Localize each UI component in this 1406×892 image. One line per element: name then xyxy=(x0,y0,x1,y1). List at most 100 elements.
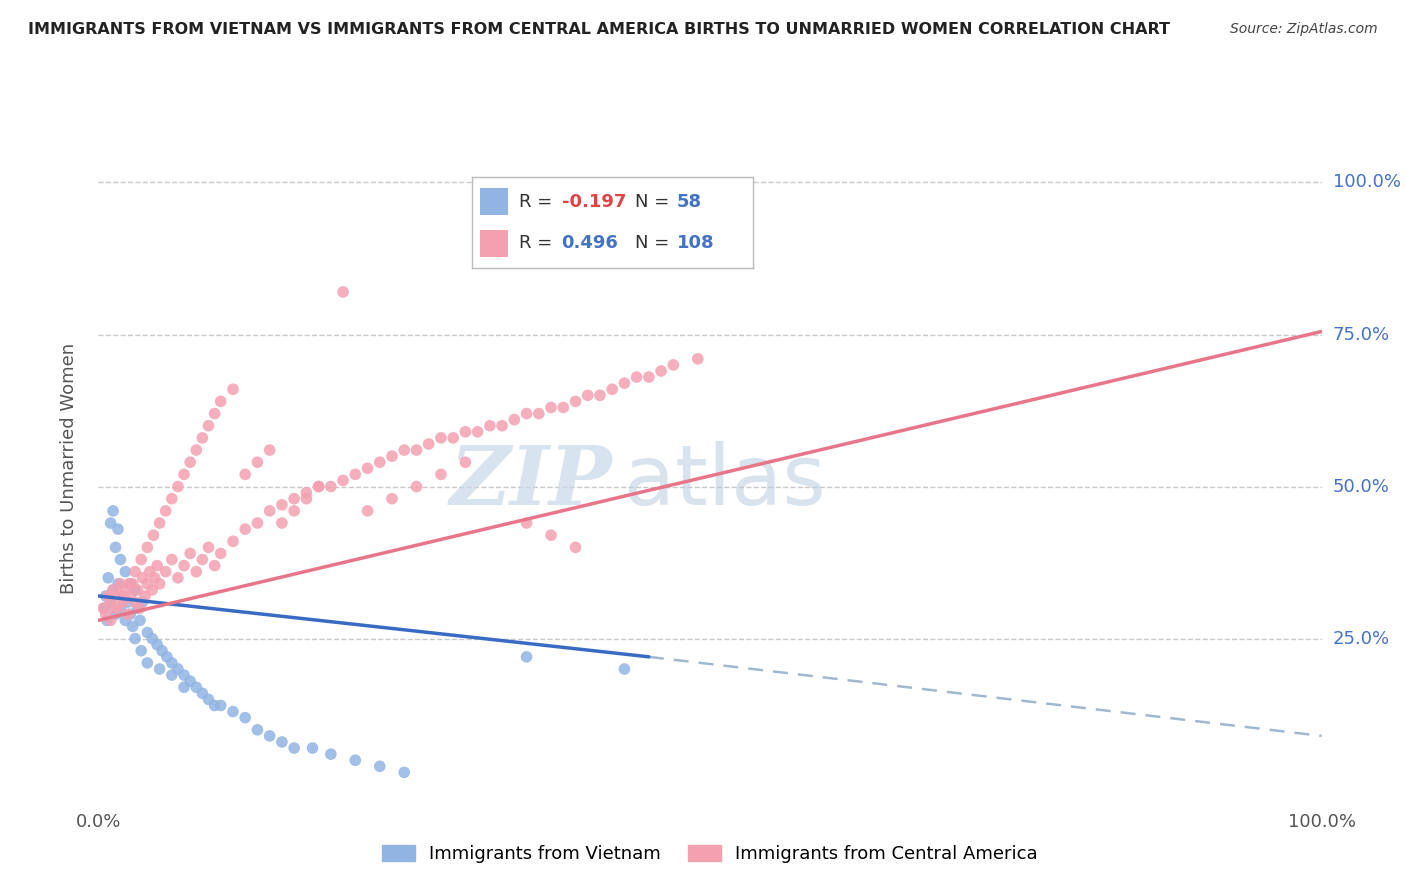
Point xyxy=(686,351,709,366)
Point xyxy=(114,565,136,579)
Point xyxy=(134,589,156,603)
Text: Source: ZipAtlas.com: Source: ZipAtlas.com xyxy=(1230,22,1378,37)
Point xyxy=(179,455,201,469)
Y-axis label: Births to Unmarried Women: Births to Unmarried Women xyxy=(59,343,77,594)
Point xyxy=(129,601,152,615)
Point xyxy=(540,401,562,415)
Text: 108: 108 xyxy=(676,235,714,252)
Point xyxy=(131,571,153,585)
Point xyxy=(129,552,152,566)
Point xyxy=(120,577,142,591)
Point xyxy=(105,601,128,615)
Point xyxy=(107,577,129,591)
Point xyxy=(564,394,586,409)
Text: 58: 58 xyxy=(676,193,702,211)
Point xyxy=(127,601,149,615)
Point xyxy=(131,595,153,609)
Point xyxy=(246,455,269,469)
Point xyxy=(527,407,550,421)
Text: ZIP: ZIP xyxy=(450,442,612,522)
Point xyxy=(576,388,599,402)
Point xyxy=(160,668,183,682)
Point xyxy=(319,747,342,761)
Point xyxy=(111,589,134,603)
Point xyxy=(117,595,139,609)
Point xyxy=(173,668,195,682)
Point xyxy=(283,504,305,518)
Point xyxy=(97,589,120,603)
Point xyxy=(405,479,427,493)
Point xyxy=(233,522,256,536)
Point xyxy=(121,577,143,591)
Point xyxy=(94,607,117,622)
Point xyxy=(600,382,623,396)
Point xyxy=(270,735,294,749)
Point xyxy=(100,516,122,530)
Point xyxy=(430,431,453,445)
Point xyxy=(186,443,208,458)
Bar xyxy=(479,229,508,257)
Point xyxy=(149,662,172,676)
Point xyxy=(283,741,305,756)
Point xyxy=(124,582,146,597)
Point xyxy=(120,589,142,603)
Point xyxy=(233,711,256,725)
Point xyxy=(104,541,127,555)
Point xyxy=(270,516,294,530)
Point xyxy=(295,491,318,506)
Point xyxy=(107,522,129,536)
Point xyxy=(97,571,120,585)
Point xyxy=(186,680,208,694)
Point xyxy=(319,479,342,493)
Point xyxy=(124,632,146,646)
Point xyxy=(246,516,269,530)
Point xyxy=(344,467,367,482)
Point xyxy=(344,753,367,767)
Point xyxy=(613,662,636,676)
Text: 0.496: 0.496 xyxy=(561,235,619,252)
Point xyxy=(332,474,354,488)
Point xyxy=(204,407,226,421)
Point xyxy=(209,698,232,713)
Point xyxy=(308,479,330,493)
Point xyxy=(259,443,281,458)
Point xyxy=(110,601,132,615)
Point xyxy=(136,656,159,670)
Point xyxy=(155,565,177,579)
Text: 25.0%: 25.0% xyxy=(1333,630,1391,648)
Point xyxy=(160,552,183,566)
Point xyxy=(100,595,122,609)
Point xyxy=(270,498,294,512)
Point xyxy=(100,595,122,609)
Point xyxy=(107,589,129,603)
Point xyxy=(173,680,195,694)
Point xyxy=(120,607,142,622)
Point xyxy=(191,431,214,445)
Point xyxy=(101,504,124,518)
Point xyxy=(637,370,661,384)
Point xyxy=(173,558,195,573)
Text: -0.197: -0.197 xyxy=(561,193,626,211)
Point xyxy=(418,437,440,451)
Point xyxy=(173,467,195,482)
Point xyxy=(150,644,173,658)
Point xyxy=(114,582,136,597)
Point xyxy=(295,485,318,500)
Point xyxy=(179,674,201,689)
Point xyxy=(613,376,636,391)
Point xyxy=(146,558,169,573)
Text: atlas: atlas xyxy=(624,442,827,522)
Point xyxy=(101,582,124,597)
Point xyxy=(197,692,219,706)
Point xyxy=(139,565,162,579)
Point xyxy=(136,625,159,640)
Point xyxy=(233,467,256,482)
Point xyxy=(589,388,612,402)
Point xyxy=(118,577,141,591)
Text: 100.0%: 100.0% xyxy=(1333,173,1400,192)
Text: 50.0%: 50.0% xyxy=(1333,477,1389,496)
Point xyxy=(478,418,501,433)
Point xyxy=(515,649,537,664)
Point xyxy=(191,686,214,700)
Point xyxy=(381,491,404,506)
